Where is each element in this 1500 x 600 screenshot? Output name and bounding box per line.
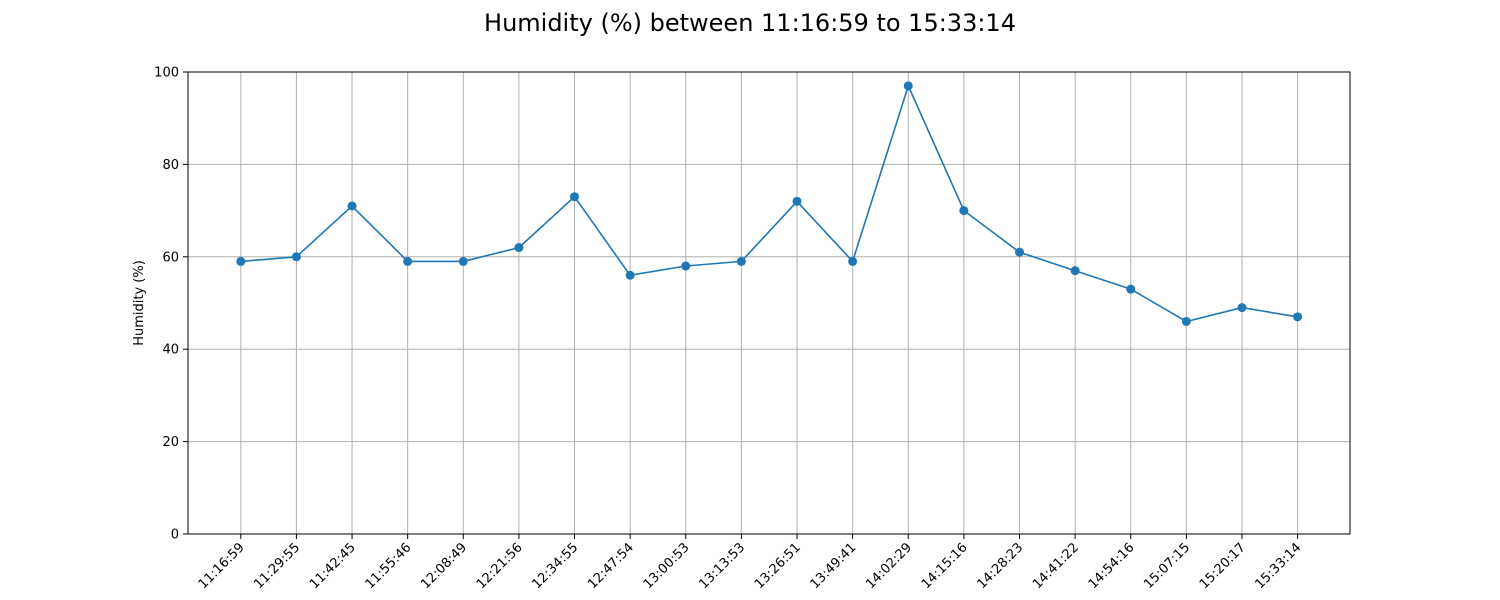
y-tick-label: 0 xyxy=(171,528,179,543)
x-tick-label: 11:29:55 xyxy=(251,540,303,592)
grid-lines xyxy=(188,71,1350,535)
y-tick-label: 20 xyxy=(162,435,179,450)
data-point-marker xyxy=(347,201,357,211)
data-point-marker xyxy=(903,81,913,91)
plot-area-frame xyxy=(187,71,1351,535)
x-tick-label: 11:55:46 xyxy=(363,540,415,592)
data-point-marker xyxy=(736,256,746,266)
x-axis: 11:16:59 11:29:55 11:42:45 11:55:46 12:08:49… xyxy=(196,534,1305,592)
x-tick-label: 14:41:22 xyxy=(1030,540,1082,592)
y-axis-label: Humidity (%) xyxy=(132,260,147,346)
x-tick-label: 15:33:14 xyxy=(1253,540,1305,592)
x-tick-label: 11:16:59 xyxy=(196,540,248,592)
x-tick-label: 15:20:17 xyxy=(1197,540,1249,592)
y-tick-label: 40 xyxy=(162,343,179,358)
x-tick-label: 12:21:56 xyxy=(474,540,526,592)
data-point-marker xyxy=(403,256,413,266)
x-tick-label: 13:49:41 xyxy=(808,540,860,592)
data-point-marker xyxy=(625,270,635,280)
x-tick-label: 13:00:53 xyxy=(641,540,693,592)
y-tick-label: 80 xyxy=(162,158,179,173)
data-point-marker xyxy=(1293,312,1303,322)
y-tick-label: 100 xyxy=(154,66,179,81)
data-point-marker xyxy=(681,261,691,271)
humidity-line xyxy=(240,83,1298,323)
data-point-marker xyxy=(792,196,802,206)
data-point-marker xyxy=(236,256,246,266)
data-point-marker xyxy=(848,256,858,266)
data-point-marker xyxy=(1126,284,1136,294)
x-tick-label: 12:34:55 xyxy=(529,540,581,592)
chart-title: Humidity (%) between 11:16:59 to 15:33:1… xyxy=(484,9,1016,37)
data-point-marker xyxy=(1237,303,1247,313)
y-tick-label: 60 xyxy=(162,250,179,265)
x-tick-label: 14:15:16 xyxy=(919,540,971,592)
x-tick-label: 12:08:49 xyxy=(418,540,470,592)
data-point-marker xyxy=(291,252,301,262)
data-point-marker xyxy=(1181,316,1191,326)
data-point-marker xyxy=(1014,247,1024,257)
data-point-marker xyxy=(514,243,524,253)
x-tick-label: 14:28:23 xyxy=(974,540,1026,592)
x-tick-label: 15:07:15 xyxy=(1141,540,1193,592)
x-tick-label: 11:42:45 xyxy=(307,540,359,592)
data-point-marker xyxy=(570,192,580,202)
x-tick-label: 13:26:51 xyxy=(752,540,804,592)
data-point-marker xyxy=(1070,266,1080,276)
data-point-marker xyxy=(458,256,468,266)
humidity-series xyxy=(236,81,1303,326)
x-tick-label: 14:54:16 xyxy=(1086,540,1138,592)
data-point-marker xyxy=(959,206,969,216)
x-tick-label: 13:13:53 xyxy=(696,540,748,592)
x-tick-label: 14:02:29 xyxy=(863,540,915,592)
x-tick-label: 12:47:54 xyxy=(585,540,637,592)
y-axis: 0 20 40 60 80 100 xyxy=(154,66,188,543)
